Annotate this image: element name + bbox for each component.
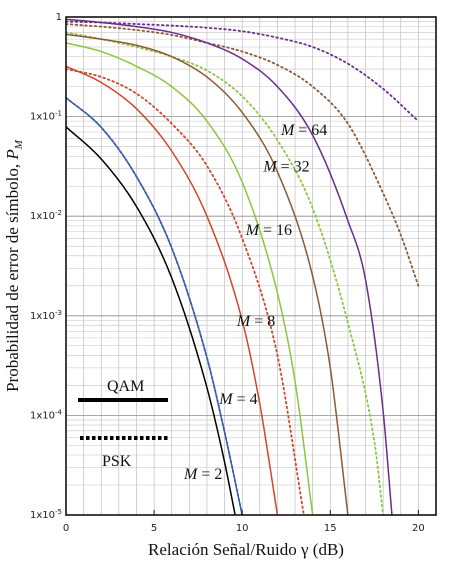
series-psk-m4: [65, 96, 244, 516]
series-psk-m32: [65, 23, 420, 287]
y-axis-title: Probabilidad de error de símbolo, PM: [3, 139, 25, 392]
series-psk-m8: [65, 68, 305, 516]
curve-label-m: M = 64: [280, 122, 327, 139]
y-axis-title-text: Probabilidad de error de símbolo,: [3, 160, 22, 392]
x-tick-label: 20: [412, 523, 425, 534]
y-tick-label: 1: [56, 12, 62, 23]
grid: [65, 17, 437, 516]
legend: QAM PSK: [78, 378, 168, 470]
y-tick-label: 1x10-1: [30, 110, 62, 123]
x-tick-label: 5: [151, 523, 157, 534]
series-qam-m2: [65, 126, 236, 516]
curve-label-m: M = 2: [183, 466, 222, 483]
curve-label-m: M = 4: [218, 391, 257, 408]
curve-label-m: M = 16: [245, 222, 292, 239]
y-axis-title-symbol: P: [3, 149, 22, 160]
legend-qam-label: QAM: [107, 378, 144, 395]
series-qam-m64: [65, 18, 393, 516]
x-tick-label: 10: [236, 523, 249, 534]
series-psk-m16: [65, 31, 385, 516]
curve-label-m: M = 32: [262, 159, 309, 176]
plot-frame: [65, 16, 437, 516]
y-tick-label: 1x10-5: [30, 508, 62, 521]
x-axis-title: Relación Señal/Ruido γ (dB): [148, 540, 344, 559]
curve-label-m: M = 8: [236, 313, 275, 330]
y-axis-title-subscript: M: [13, 139, 25, 150]
y-tick-label: 1x10-2: [30, 209, 62, 222]
x-tick-label: 0: [63, 523, 69, 534]
series-qam-m16: [65, 42, 314, 516]
x-tick-label: 15: [324, 523, 337, 534]
y-tick-label: 1x10-3: [30, 309, 62, 322]
series-qam-m32: [65, 33, 349, 516]
curve-labels: M = 2 M = 4 M = 8 M = 16 M = 32 M = 64: [183, 122, 327, 483]
series-qam-m8: [65, 65, 279, 516]
y-tick-label: 1x10-4: [30, 408, 63, 421]
axis-ticks: 0 5 10 15 20 1 1x10-1 1x10-2 1x10-3 1x10-4 1x10-5: [30, 12, 425, 534]
series-lines: [65, 18, 420, 516]
legend-psk-label: PSK: [102, 453, 132, 470]
